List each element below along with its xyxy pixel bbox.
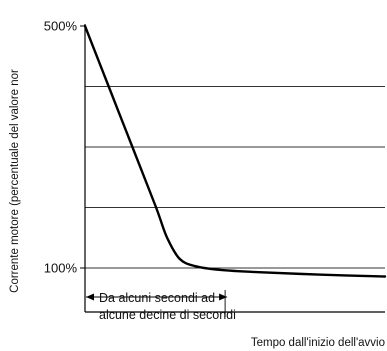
annotation-line-1: Da alcuni secondi ad [99,291,215,305]
y-axis-label: Corrente motore (percentuale del valore … [9,69,21,293]
annotation-line-2: alcune decine di secondi [99,308,236,322]
arrow-left-icon [86,293,94,301]
grid-lines [85,86,385,269]
x-axis-label: Tempo dall'inizio dell'avvio [251,337,385,349]
duration-annotation: Da alcuni secondi ad alcune decine di se… [86,290,236,322]
y-tick-label-500: 500% [44,19,78,34]
y-tick-labels: 100% 500% [44,19,85,276]
current-curve [83,24,387,278]
y-tick-label-100: 100% [44,261,78,276]
arrow-right-icon [219,293,228,301]
